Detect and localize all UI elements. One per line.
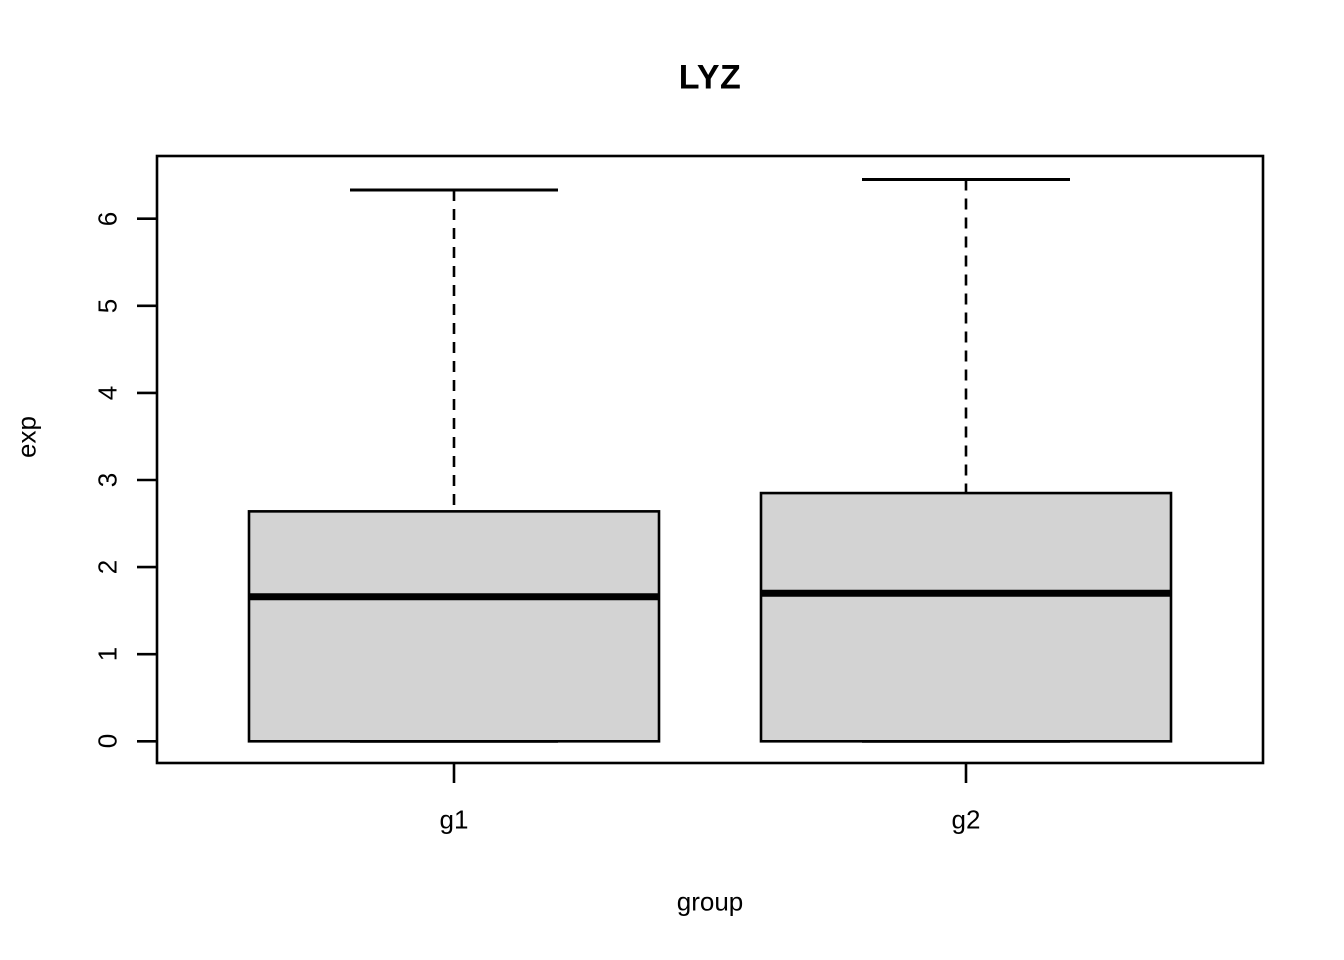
y-tick-label: 6 bbox=[92, 211, 123, 226]
box-g2 bbox=[759, 491, 1173, 743]
y-tick-label: 5 bbox=[92, 298, 123, 314]
plot-border bbox=[155, 154, 1265, 765]
x-category-label: g1 bbox=[439, 804, 469, 835]
y-tick-label: 2 bbox=[92, 559, 123, 575]
y-tick-label: 3 bbox=[92, 472, 123, 488]
y-tick-label: 4 bbox=[92, 385, 123, 401]
y-tick-label: 0 bbox=[92, 734, 123, 749]
y-tick-label: 1 bbox=[92, 646, 123, 662]
x-axis-label: group bbox=[676, 886, 744, 917]
chart-title: LYZ bbox=[678, 58, 742, 97]
x-category-label: g2 bbox=[951, 804, 981, 835]
box-g1 bbox=[247, 510, 661, 743]
y-axis-label: exp bbox=[11, 416, 42, 458]
